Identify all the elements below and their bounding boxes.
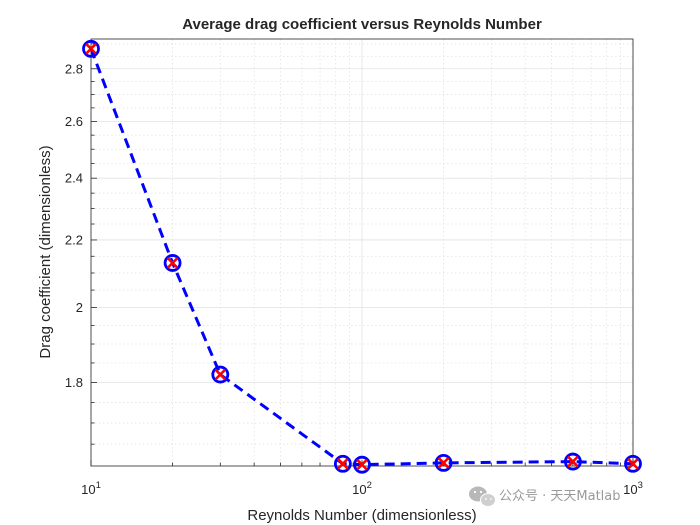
data-point bbox=[434, 454, 453, 472]
data-point-x-mark bbox=[567, 456, 579, 468]
data-point-circle bbox=[563, 452, 582, 471]
major-grid bbox=[90, 39, 634, 466]
data-point-circle bbox=[434, 454, 453, 472]
watermark-text: 公众号 · 天天Matlab bbox=[499, 489, 621, 504]
x-tick-label-exponent: 3 bbox=[638, 480, 643, 491]
x-tick-label: 103 bbox=[623, 480, 643, 497]
data-point-circle bbox=[353, 455, 371, 474]
y-tick-label: 1.8 bbox=[65, 375, 83, 390]
watermark: 公众号 · 天天Matlab bbox=[469, 486, 621, 507]
x-tick-labels: 101 102 103 bbox=[81, 480, 643, 497]
data-point bbox=[624, 454, 642, 473]
x-axis-label: Reynolds Number (dimensionless) bbox=[247, 507, 476, 524]
data-point-circle bbox=[624, 454, 642, 473]
data-point bbox=[333, 454, 352, 473]
x-tick-label: 101 bbox=[81, 480, 101, 497]
wechat-icon bbox=[469, 486, 496, 507]
data-point-x-mark bbox=[627, 458, 639, 470]
data-point-x-mark bbox=[356, 459, 368, 471]
y-tick-label: 2 bbox=[76, 300, 83, 315]
data-point bbox=[563, 452, 582, 471]
x-tick-label-base: 10 bbox=[352, 482, 366, 497]
x-tick-label-base: 10 bbox=[81, 482, 95, 497]
data-point bbox=[353, 455, 371, 474]
y-tick-labels: 1.8 2 2.2 2.4 2.6 2.8 bbox=[65, 61, 83, 390]
data-point bbox=[163, 254, 182, 272]
data-point-x-mark bbox=[438, 457, 450, 469]
data-point-x-mark bbox=[167, 257, 179, 269]
data-point bbox=[211, 365, 230, 384]
data-point-x-mark bbox=[85, 43, 97, 55]
data-point bbox=[82, 39, 100, 58]
x-tick-label-exponent: 2 bbox=[367, 480, 372, 491]
y-tick-label: 2.2 bbox=[65, 232, 83, 247]
data-point-x-mark bbox=[337, 458, 349, 470]
x-tick-label: 102 bbox=[352, 480, 372, 497]
x-tick-label-base: 10 bbox=[623, 482, 637, 497]
data-point-x-mark bbox=[214, 369, 226, 381]
y-tick-label: 2.4 bbox=[65, 171, 83, 186]
data-point-circle bbox=[82, 39, 100, 58]
series-line bbox=[89, 48, 634, 467]
y-tick-label: 2.8 bbox=[65, 61, 83, 76]
y-tick-label: 2.6 bbox=[65, 114, 83, 129]
data-point-circle bbox=[333, 454, 352, 473]
x-tick-label-exponent: 1 bbox=[96, 480, 101, 491]
data-point-circle bbox=[163, 254, 182, 272]
data-point-circle bbox=[211, 365, 230, 384]
series-layer bbox=[82, 39, 642, 474]
chart-title: Average drag coefficient versus Reynolds… bbox=[182, 16, 542, 33]
y-axis-label: Drag coefficient (dimensionless) bbox=[37, 145, 54, 358]
